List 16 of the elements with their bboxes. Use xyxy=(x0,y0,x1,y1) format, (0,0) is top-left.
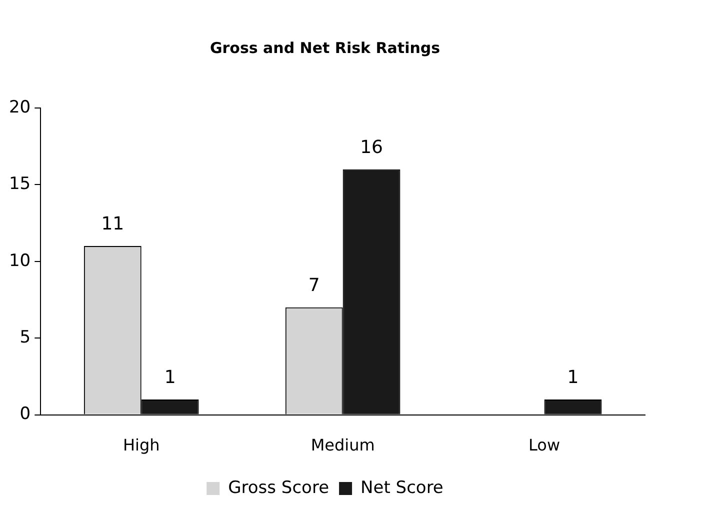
x-tick-label: Low xyxy=(528,436,560,455)
data-label: 16 xyxy=(360,137,383,158)
chart-title: Gross and Net Risk Ratings xyxy=(210,38,440,57)
x-tick-label: Medium xyxy=(310,436,375,455)
y-tick-label: 0 xyxy=(20,404,31,424)
data-label: 1 xyxy=(164,367,176,388)
x-tick-label: High xyxy=(122,436,160,455)
y-tick-label: 10 xyxy=(8,250,31,271)
data-label: 7 xyxy=(308,275,320,296)
legend-label: Gross Score xyxy=(228,478,330,498)
legend-label: Net Score xyxy=(360,478,444,498)
y-tick-label: 15 xyxy=(8,174,31,194)
data-label: 11 xyxy=(101,214,124,235)
y-tick-label: 5 xyxy=(20,328,31,348)
y-tick-label: 20 xyxy=(8,97,31,118)
data-label: 1 xyxy=(567,367,579,388)
